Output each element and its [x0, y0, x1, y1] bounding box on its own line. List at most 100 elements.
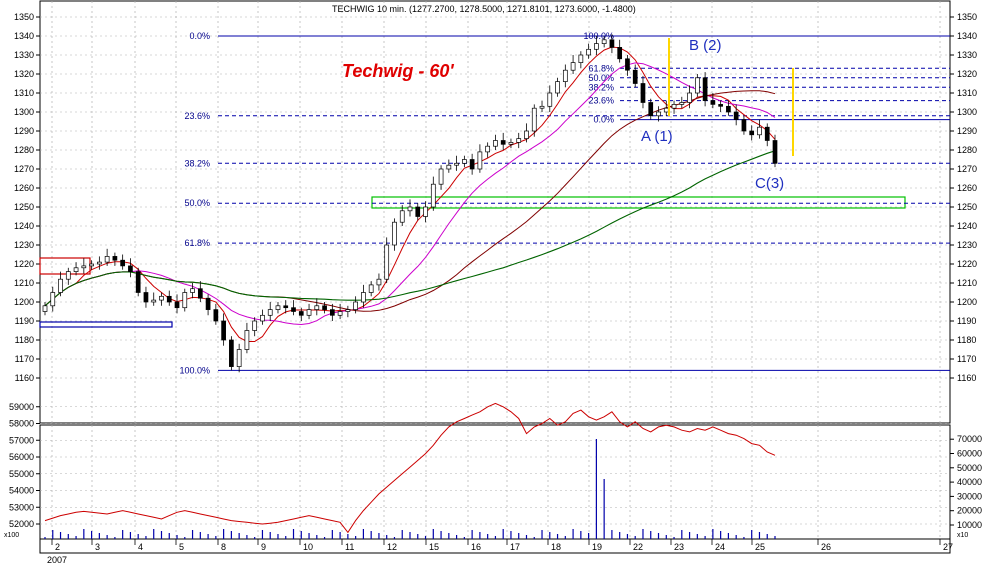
candle-down: [135, 271, 141, 293]
candle-up: [438, 168, 444, 185]
y-tick-label-right: 1210: [957, 278, 977, 288]
oscillator-axis: 52000 53000 54000 55000 56000 57000 58000 59000…: [9, 402, 982, 530]
candle-down: [221, 320, 226, 341]
gridlines: [40, 1, 950, 539]
osc-tick-label-left: 55000: [9, 469, 34, 479]
x-tick-label: 24: [715, 542, 725, 552]
candle-up: [337, 311, 343, 316]
price-panel-frame: [39, 0, 951, 424]
fib-label-left: 0.0%: [189, 31, 210, 41]
oscillator-panel-frame: [39, 424, 951, 540]
fib-label-left: 61.8%: [184, 238, 210, 248]
osc-tick-label-right: 70000: [957, 434, 982, 444]
ma-fast-line: [44, 46, 776, 342]
y-tick-label-right: 1160: [957, 373, 976, 383]
y-tick-label-right: 1240: [957, 221, 977, 231]
osc-tick-label-left: 57000: [9, 435, 34, 445]
y-tick-label-right: 1250: [957, 202, 977, 212]
y-tick-label-right: 1310: [957, 88, 977, 98]
year-label: 2007: [47, 555, 67, 565]
chart-header: TECHWIG 10 min. (1277.2700, 1278.5000, 1…: [332, 4, 636, 14]
y-tick-label-left: 1240: [14, 221, 34, 231]
osc-tick-label-right: 10000: [957, 520, 982, 530]
candle-up: [462, 159, 467, 164]
candle-down: [322, 305, 327, 310]
y-tick-label-right: 1350: [957, 12, 977, 22]
y-tick-label-left: 1280: [14, 145, 34, 155]
x-tick-label: 15: [429, 542, 439, 552]
y-tick-label-left: 1170: [15, 354, 34, 364]
candle-up: [392, 221, 397, 246]
candle-up: [477, 151, 483, 170]
candle-up: [384, 244, 390, 280]
candle-up: [578, 54, 584, 63]
candle-up: [306, 309, 312, 316]
candle-up: [50, 292, 56, 307]
osc-tick-label-right: 50000: [957, 463, 982, 473]
x-tick-label: 9: [261, 542, 266, 552]
candle-down: [710, 100, 716, 105]
x-tick-label: 5: [179, 542, 184, 552]
candle-up: [275, 305, 281, 310]
candle-down: [749, 130, 755, 136]
candle-down: [112, 256, 118, 261]
y-tick-label-right: 1270: [957, 164, 977, 174]
volume-bars: [44, 439, 776, 539]
candle-up: [361, 292, 366, 303]
y-tick-label-left: 1160: [15, 373, 34, 383]
osc-tick-label-right: 30000: [957, 491, 982, 501]
osc-tick-label-left: 53000: [9, 502, 34, 512]
candle-down: [617, 47, 623, 60]
candle-down: [283, 305, 289, 309]
candle-up: [594, 43, 599, 50]
green-support-zone: [371, 196, 906, 209]
candle-down: [764, 126, 770, 141]
candle-up: [159, 295, 164, 301]
candle-up: [190, 288, 195, 293]
date-axis: 2 3 4 5 8 9 10 11 12 15 16 17 18 19 22 23 24 25 26 27: [51, 539, 953, 552]
candle-up: [570, 62, 576, 71]
candle-up: [555, 81, 560, 94]
chart-annotation: Techwig - 60': [342, 61, 454, 81]
fib-label-right: 38.2%: [588, 82, 614, 92]
y-tick-label-left: 1250: [14, 202, 34, 212]
candle-up: [376, 278, 382, 286]
y-tick-label-right: 1330: [957, 50, 977, 60]
fib-label-right: 61.8%: [588, 63, 614, 73]
x-axis-strip: [39, 538, 951, 554]
x-tick-label: 3: [95, 542, 100, 552]
candle-up: [687, 92, 692, 103]
fib-label-right: 0.0%: [593, 115, 614, 125]
candle-down: [298, 311, 304, 316]
y-tick-label-left: 1350: [14, 12, 34, 22]
candle-down: [197, 288, 203, 299]
candle-up: [104, 256, 110, 263]
y-tick-label-right: 1290: [957, 126, 977, 136]
y-tick-label-left: 1290: [14, 126, 34, 136]
candle-down: [702, 77, 708, 101]
x-tick-label: 16: [471, 542, 481, 552]
x-tick-label: 4: [138, 542, 143, 552]
candle-up: [182, 292, 188, 309]
y-tick-label-left: 1230: [14, 240, 34, 250]
candle-up: [368, 284, 374, 293]
y-tick-label-right: 1340: [957, 31, 977, 41]
oscillator-series: [44, 402, 776, 534]
osc-tick-label-right: 60000: [957, 449, 982, 459]
candle-down: [640, 83, 646, 103]
x-tick-label: 27: [943, 542, 953, 552]
y-tick-label-right: 1260: [957, 183, 977, 193]
candle-down: [291, 307, 296, 312]
candle-down: [718, 104, 723, 107]
x-tick-label: 26: [821, 542, 831, 552]
candle-up: [671, 104, 677, 109]
candle-up: [430, 183, 436, 208]
candle-up: [89, 263, 94, 267]
candle-down: [329, 309, 335, 316]
candle-up: [547, 92, 553, 107]
candle-up: [524, 130, 529, 139]
fib-label-right: 100.0%: [583, 31, 614, 41]
y-tick-label-left: 1200: [14, 297, 34, 307]
candle-down: [609, 39, 615, 48]
